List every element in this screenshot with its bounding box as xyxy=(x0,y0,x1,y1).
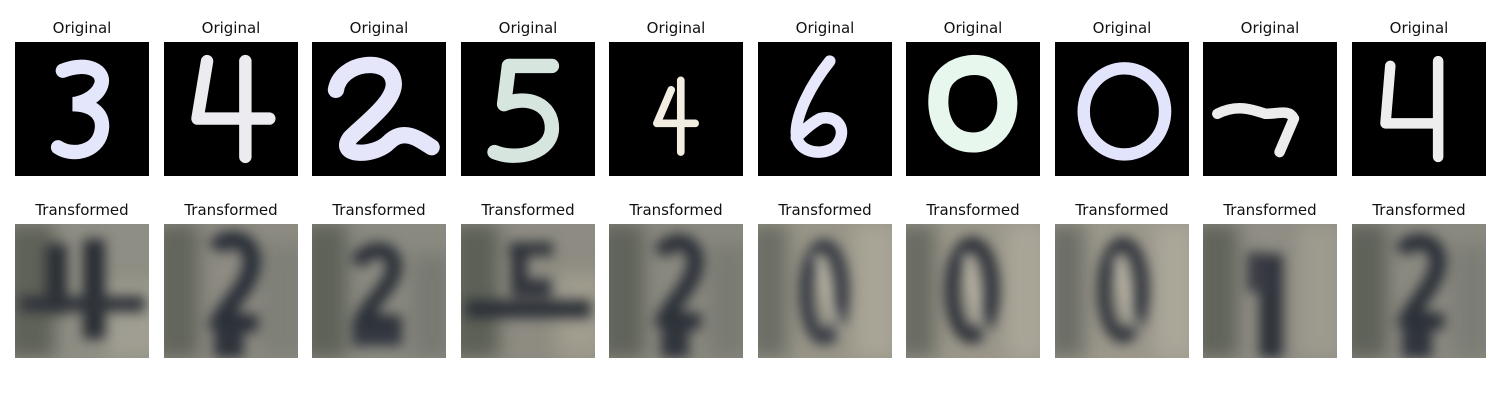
original-row: Original Original Original Original xyxy=(0,16,1500,176)
panel-title: Original xyxy=(498,19,558,37)
panel-title: Transformed xyxy=(184,201,278,219)
original-digit-image xyxy=(1055,42,1189,176)
blurred-digit xyxy=(1352,224,1486,358)
original-digit-image xyxy=(758,42,892,176)
digit-glyph xyxy=(653,76,699,156)
original-digit-image xyxy=(906,42,1040,176)
blurred-digit xyxy=(906,224,1040,358)
panel-title: Original xyxy=(943,19,1003,37)
panel-title: Transformed xyxy=(481,201,575,219)
digit-glyph xyxy=(50,59,110,160)
digit-glyph xyxy=(790,55,848,158)
blurred-digit xyxy=(1055,224,1189,358)
transformed-row: Transformed Transformed Transformed xyxy=(0,198,1500,358)
blurred-digit xyxy=(164,224,298,358)
panel-title: Original xyxy=(52,19,112,37)
digit-glyph xyxy=(191,54,276,164)
transformed-image xyxy=(312,224,446,358)
transformed-image xyxy=(758,224,892,358)
panel-title: Original xyxy=(1389,19,1449,37)
panel-title: Transformed xyxy=(1075,201,1169,219)
blurred-digit xyxy=(609,224,743,358)
transformed-image xyxy=(609,224,743,358)
panel-title: Original xyxy=(1092,19,1152,37)
panel-title: Transformed xyxy=(1223,201,1317,219)
transformed-image xyxy=(906,224,1040,358)
transformed-image xyxy=(1203,224,1337,358)
panel-title: Transformed xyxy=(926,201,1020,219)
digit-glyph xyxy=(1077,62,1172,161)
blurred-digit xyxy=(758,224,892,358)
original-digit-image xyxy=(1203,42,1337,176)
transformed-image xyxy=(15,224,149,358)
blurred-digit xyxy=(461,224,595,358)
original-digit-image xyxy=(1352,42,1486,176)
digit-glyph xyxy=(1212,103,1300,158)
blurred-digit xyxy=(15,224,149,358)
panel-title: Original xyxy=(1240,19,1300,37)
original-digit-image xyxy=(164,42,298,176)
digit-glyph xyxy=(487,58,560,163)
blurred-digit xyxy=(312,224,446,358)
original-digit-image xyxy=(609,42,743,176)
digit-glyph xyxy=(928,54,1018,153)
transformed-image xyxy=(1352,224,1486,358)
transformed-image xyxy=(164,224,298,358)
panel-title: Transformed xyxy=(1372,201,1466,219)
digit-glyph xyxy=(1380,55,1444,163)
panel-title: Transformed xyxy=(35,201,129,219)
panel-title: Original xyxy=(795,19,855,37)
original-digit-image xyxy=(312,42,446,176)
panel-title: Original xyxy=(349,19,409,37)
blurred-digit xyxy=(1203,224,1337,358)
panel-title: Original xyxy=(201,19,261,37)
digit-glyph xyxy=(327,56,440,161)
original-digit-image xyxy=(15,42,149,176)
panel-title: Transformed xyxy=(332,201,426,219)
panel-title: Original xyxy=(646,19,706,37)
transformed-image xyxy=(461,224,595,358)
transformed-image xyxy=(1055,224,1189,358)
panel-title: Transformed xyxy=(629,201,723,219)
original-digit-image xyxy=(461,42,595,176)
panel-title: Transformed xyxy=(778,201,872,219)
